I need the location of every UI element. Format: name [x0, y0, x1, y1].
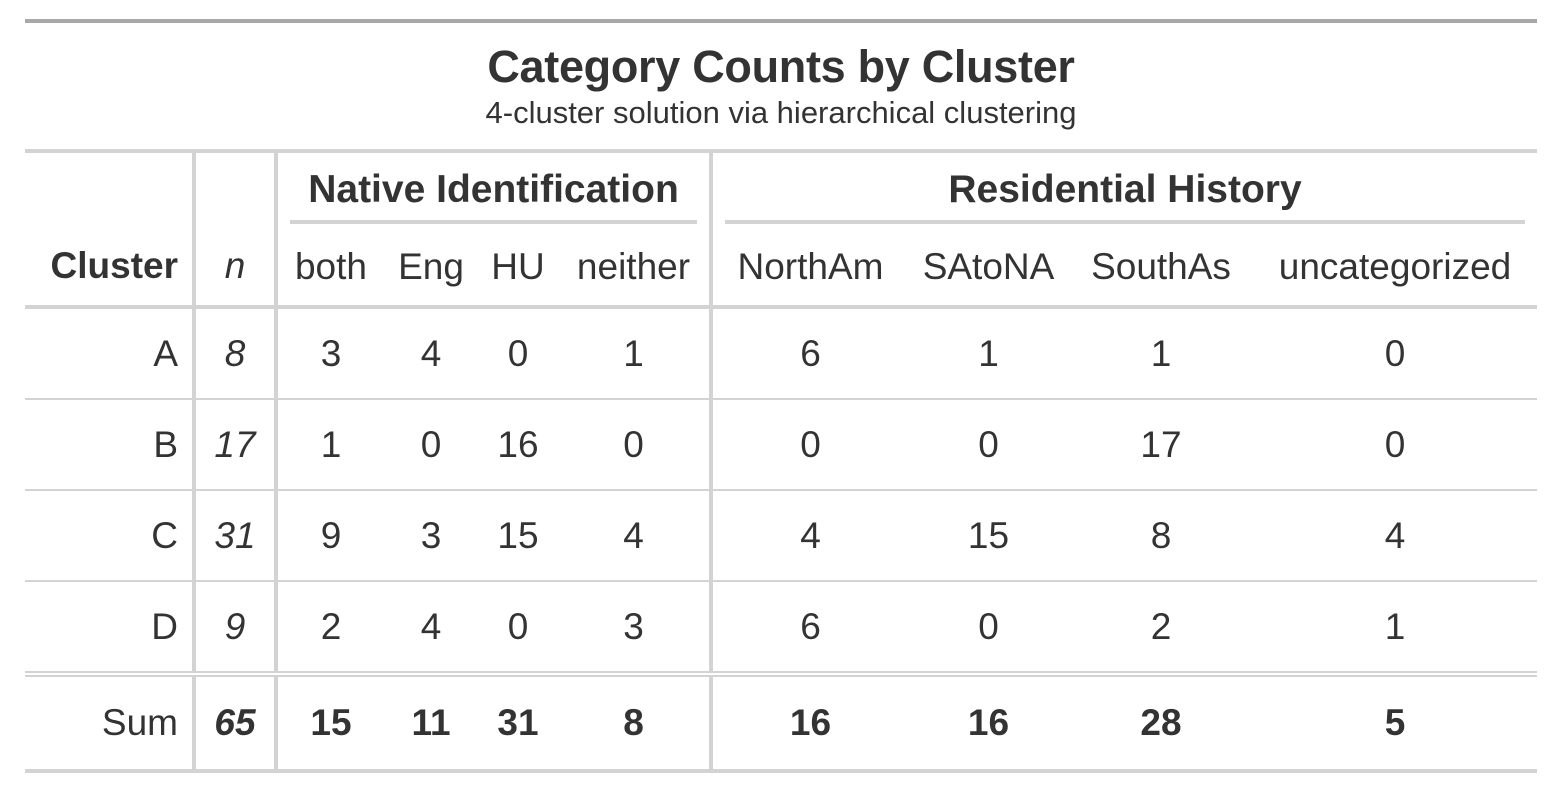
column-header-both: both: [274, 229, 384, 309]
row-label: D: [25, 581, 194, 675]
summary-n: 65: [192, 671, 276, 773]
spanner-residential-history: Residential History: [708, 149, 1538, 229]
cell-southas: 8: [1069, 490, 1253, 582]
cell-n: 17: [192, 399, 276, 491]
cell-uncategorized: 1: [1253, 581, 1538, 675]
cell-neither: 3: [558, 581, 711, 675]
cell-neither: 1: [558, 307, 711, 400]
column-header-southas: SouthAs: [1069, 229, 1253, 309]
cell-satona: 1: [908, 307, 1069, 400]
table-row: A 8 3 4 0 1 6 1 1 0: [25, 307, 1538, 400]
cell-southas: 1: [1069, 307, 1253, 400]
table-row: D 9 2 4 0 3 6 0 2 1: [25, 581, 1538, 675]
summary-hu: 31: [478, 671, 558, 773]
cell-both: 2: [274, 581, 384, 675]
summary-northam: 16: [709, 671, 908, 773]
summary-neither: 8: [558, 671, 711, 773]
summary-eng: 11: [384, 671, 478, 773]
column-header-satona: SAtoNA: [908, 229, 1069, 309]
summary-label: Sum: [25, 671, 194, 773]
cell-hu: 16: [478, 399, 558, 491]
row-label: C: [25, 490, 194, 582]
table-row: B 17 1 0 16 0 0 0 17 0: [25, 399, 1538, 491]
row-label: B: [25, 399, 194, 491]
summary-southas: 28: [1069, 671, 1253, 773]
column-header-neither: neither: [558, 229, 711, 309]
cell-eng: 0: [384, 399, 478, 491]
cell-n: 31: [192, 490, 276, 582]
cell-hu: 0: [478, 307, 558, 400]
spanner-label: Residential History: [725, 158, 1526, 224]
summary-uncategorized: 5: [1253, 671, 1538, 773]
row-label: A: [25, 307, 194, 400]
column-header-n: n: [192, 149, 276, 309]
cell-eng: 4: [384, 581, 478, 675]
top-rule: [25, 19, 1537, 23]
cell-uncategorized: 0: [1253, 307, 1538, 400]
cell-hu: 15: [478, 490, 558, 582]
cell-southas: 17: [1069, 399, 1253, 491]
cell-both: 1: [274, 399, 384, 491]
cell-both: 3: [274, 307, 384, 400]
summary-satona: 16: [908, 671, 1069, 773]
summary-both: 15: [274, 671, 384, 773]
cell-hu: 0: [478, 581, 558, 675]
cell-northam: 0: [709, 399, 908, 491]
table-subtitle: 4-cluster solution via hierarchical clus…: [485, 95, 1077, 130]
column-header-row: both Eng HU neither NorthAm SAtoNA South…: [25, 229, 1538, 309]
data-table: Cluster n Native Identification Resident…: [25, 149, 1538, 773]
cell-n: 8: [192, 307, 276, 400]
cell-uncategorized: 0: [1253, 399, 1538, 491]
cell-northam: 6: [709, 581, 908, 675]
spanner-label: Native Identification: [290, 158, 697, 224]
cell-both: 9: [274, 490, 384, 582]
cell-eng: 4: [384, 307, 478, 400]
column-header-northam: NorthAm: [709, 229, 908, 309]
cell-neither: 4: [558, 490, 711, 582]
table-container: Category Counts by Cluster 4-cluster sol…: [25, 19, 1538, 773]
summary-row: Sum 65 15 11 31 8 16 16 28 5: [25, 671, 1538, 773]
cell-eng: 3: [384, 490, 478, 582]
cell-satona: 0: [908, 581, 1069, 675]
cell-satona: 0: [908, 399, 1069, 491]
cell-southas: 2: [1069, 581, 1253, 675]
column-header-hu: HU: [478, 229, 558, 309]
spanner-native-identification: Native Identification: [274, 149, 711, 229]
cell-satona: 15: [908, 490, 1069, 582]
table-title: Category Counts by Cluster: [487, 41, 1075, 92]
column-header-cluster: Cluster: [25, 149, 194, 309]
cell-n: 9: [192, 581, 276, 675]
cell-northam: 4: [709, 490, 908, 582]
cell-neither: 0: [558, 399, 711, 491]
table-row: C 31 9 3 15 4 4 15 8 4: [25, 490, 1538, 582]
column-header-eng: Eng: [384, 229, 478, 309]
cell-northam: 6: [709, 307, 908, 400]
column-header-uncategorized: uncategorized: [1253, 229, 1538, 309]
cell-uncategorized: 4: [1253, 490, 1538, 582]
spanner-row: Cluster n Native Identification Resident…: [25, 149, 1538, 309]
